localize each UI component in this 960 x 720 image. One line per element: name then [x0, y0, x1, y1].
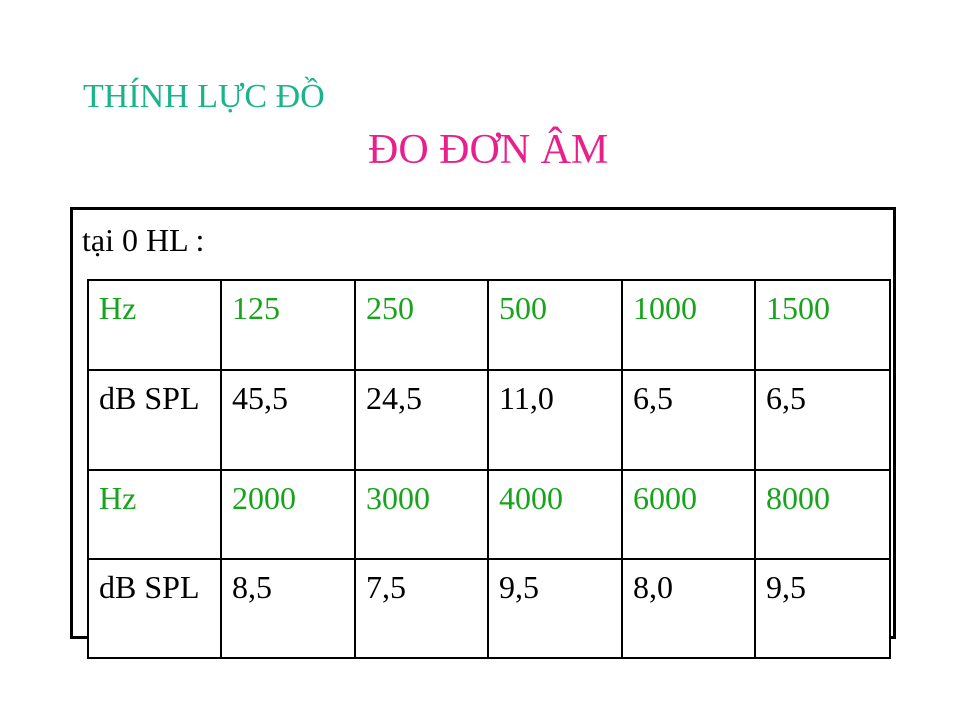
- table-row-spl-1: dB SPL 45,5 24,5 11,0 6,5 6,5: [87, 369, 891, 471]
- frequency-cell: 1500: [754, 279, 891, 371]
- frequency-cell: 6000: [621, 469, 756, 560]
- frame-label: tại 0 HL :: [82, 222, 205, 258]
- spl-value-cell: 9,5: [487, 558, 623, 659]
- spl-value-cell: 6,5: [621, 369, 756, 471]
- spl-value-cell: 24,5: [354, 369, 489, 471]
- spl-value-cell: 11,0: [487, 369, 623, 471]
- frequency-cell: 3000: [354, 469, 489, 560]
- table-row-frequency-1: Hz 125 250 500 1000 1500: [87, 279, 891, 371]
- spl-value-cell: 45,5: [220, 369, 356, 471]
- frequency-cell: 500: [487, 279, 623, 371]
- audiogram-table: Hz 125 250 500 1000 1500 dB SPL 45,5 24,…: [87, 279, 891, 659]
- spl-value-cell: 8,5: [220, 558, 356, 659]
- header-cell-db-spl: dB SPL: [87, 369, 222, 471]
- page-subtitle: ĐO ĐƠN ÂM: [368, 127, 609, 173]
- table-row-spl-2: dB SPL 8,5 7,5 9,5 8,0 9,5: [87, 558, 891, 659]
- frequency-cell: 2000: [220, 469, 356, 560]
- table-row-frequency-2: Hz 2000 3000 4000 6000 8000: [87, 469, 891, 560]
- page-title: THÍNH LỰC ĐỒ: [83, 78, 325, 115]
- header-cell-db-spl: dB SPL: [87, 558, 222, 659]
- spl-value-cell: 9,5: [754, 558, 891, 659]
- spl-value-cell: 8,0: [621, 558, 756, 659]
- frequency-cell: 4000: [487, 469, 623, 560]
- spl-value-cell: 6,5: [754, 369, 891, 471]
- frequency-cell: 250: [354, 279, 489, 371]
- spl-value-cell: 7,5: [354, 558, 489, 659]
- frequency-cell: 125: [220, 279, 356, 371]
- frequency-cell: 1000: [621, 279, 756, 371]
- header-cell-hz: Hz: [87, 469, 222, 560]
- frequency-cell: 8000: [754, 469, 891, 560]
- header-cell-hz: Hz: [87, 279, 222, 371]
